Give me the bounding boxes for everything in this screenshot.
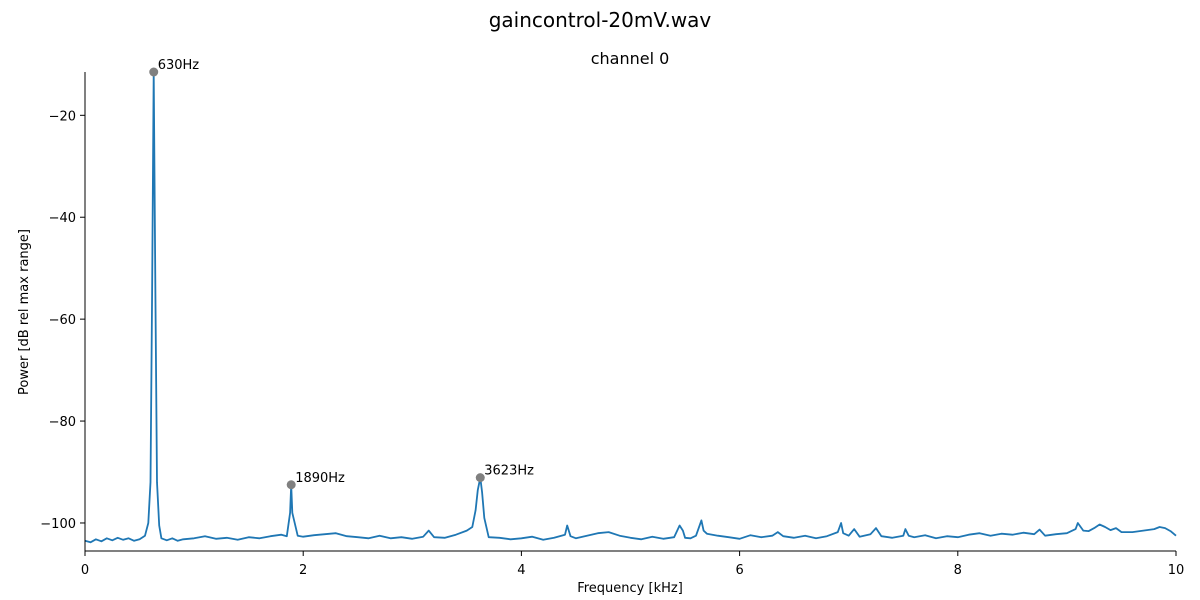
y-axis-label: Power [dB rel max range] (17, 229, 32, 395)
peak-marker (149, 67, 159, 77)
x-tick-label: 8 (954, 563, 962, 578)
x-axis-ticks: 0 2 4 6 8 10 (81, 551, 1184, 578)
chart-title: channel 0 (591, 49, 670, 68)
x-tick-label: 4 (517, 563, 525, 578)
peak-marker (475, 473, 485, 483)
peak-marker (286, 480, 296, 490)
peak-label: 630Hz (158, 58, 200, 73)
spectrum-line (84, 71, 1177, 544)
y-tick-label: −60 (49, 313, 76, 328)
peak-label: 3623Hz (484, 464, 534, 479)
x-tick-label: 0 (81, 563, 89, 578)
y-axis-ticks: −20 −40 −60 −80 −100 (40, 109, 85, 532)
peak-markers: 630Hz 1890Hz 3623Hz (149, 58, 534, 490)
y-tick-label: −100 (40, 517, 76, 532)
y-tick-label: −40 (49, 211, 76, 226)
x-tick-label: 6 (735, 563, 743, 578)
plot-area: 630Hz 1890Hz 3623Hz (84, 58, 1177, 544)
figure-suptitle: gaincontrol-20mV.wav (489, 8, 712, 32)
x-tick-label: 2 (299, 563, 307, 578)
y-tick-label: −80 (49, 415, 76, 430)
y-tick-label: −20 (49, 109, 76, 124)
x-axis-label: Frequency [kHz] (577, 581, 683, 596)
peak-label: 1890Hz (295, 471, 345, 486)
x-tick-label: 10 (1168, 563, 1185, 578)
